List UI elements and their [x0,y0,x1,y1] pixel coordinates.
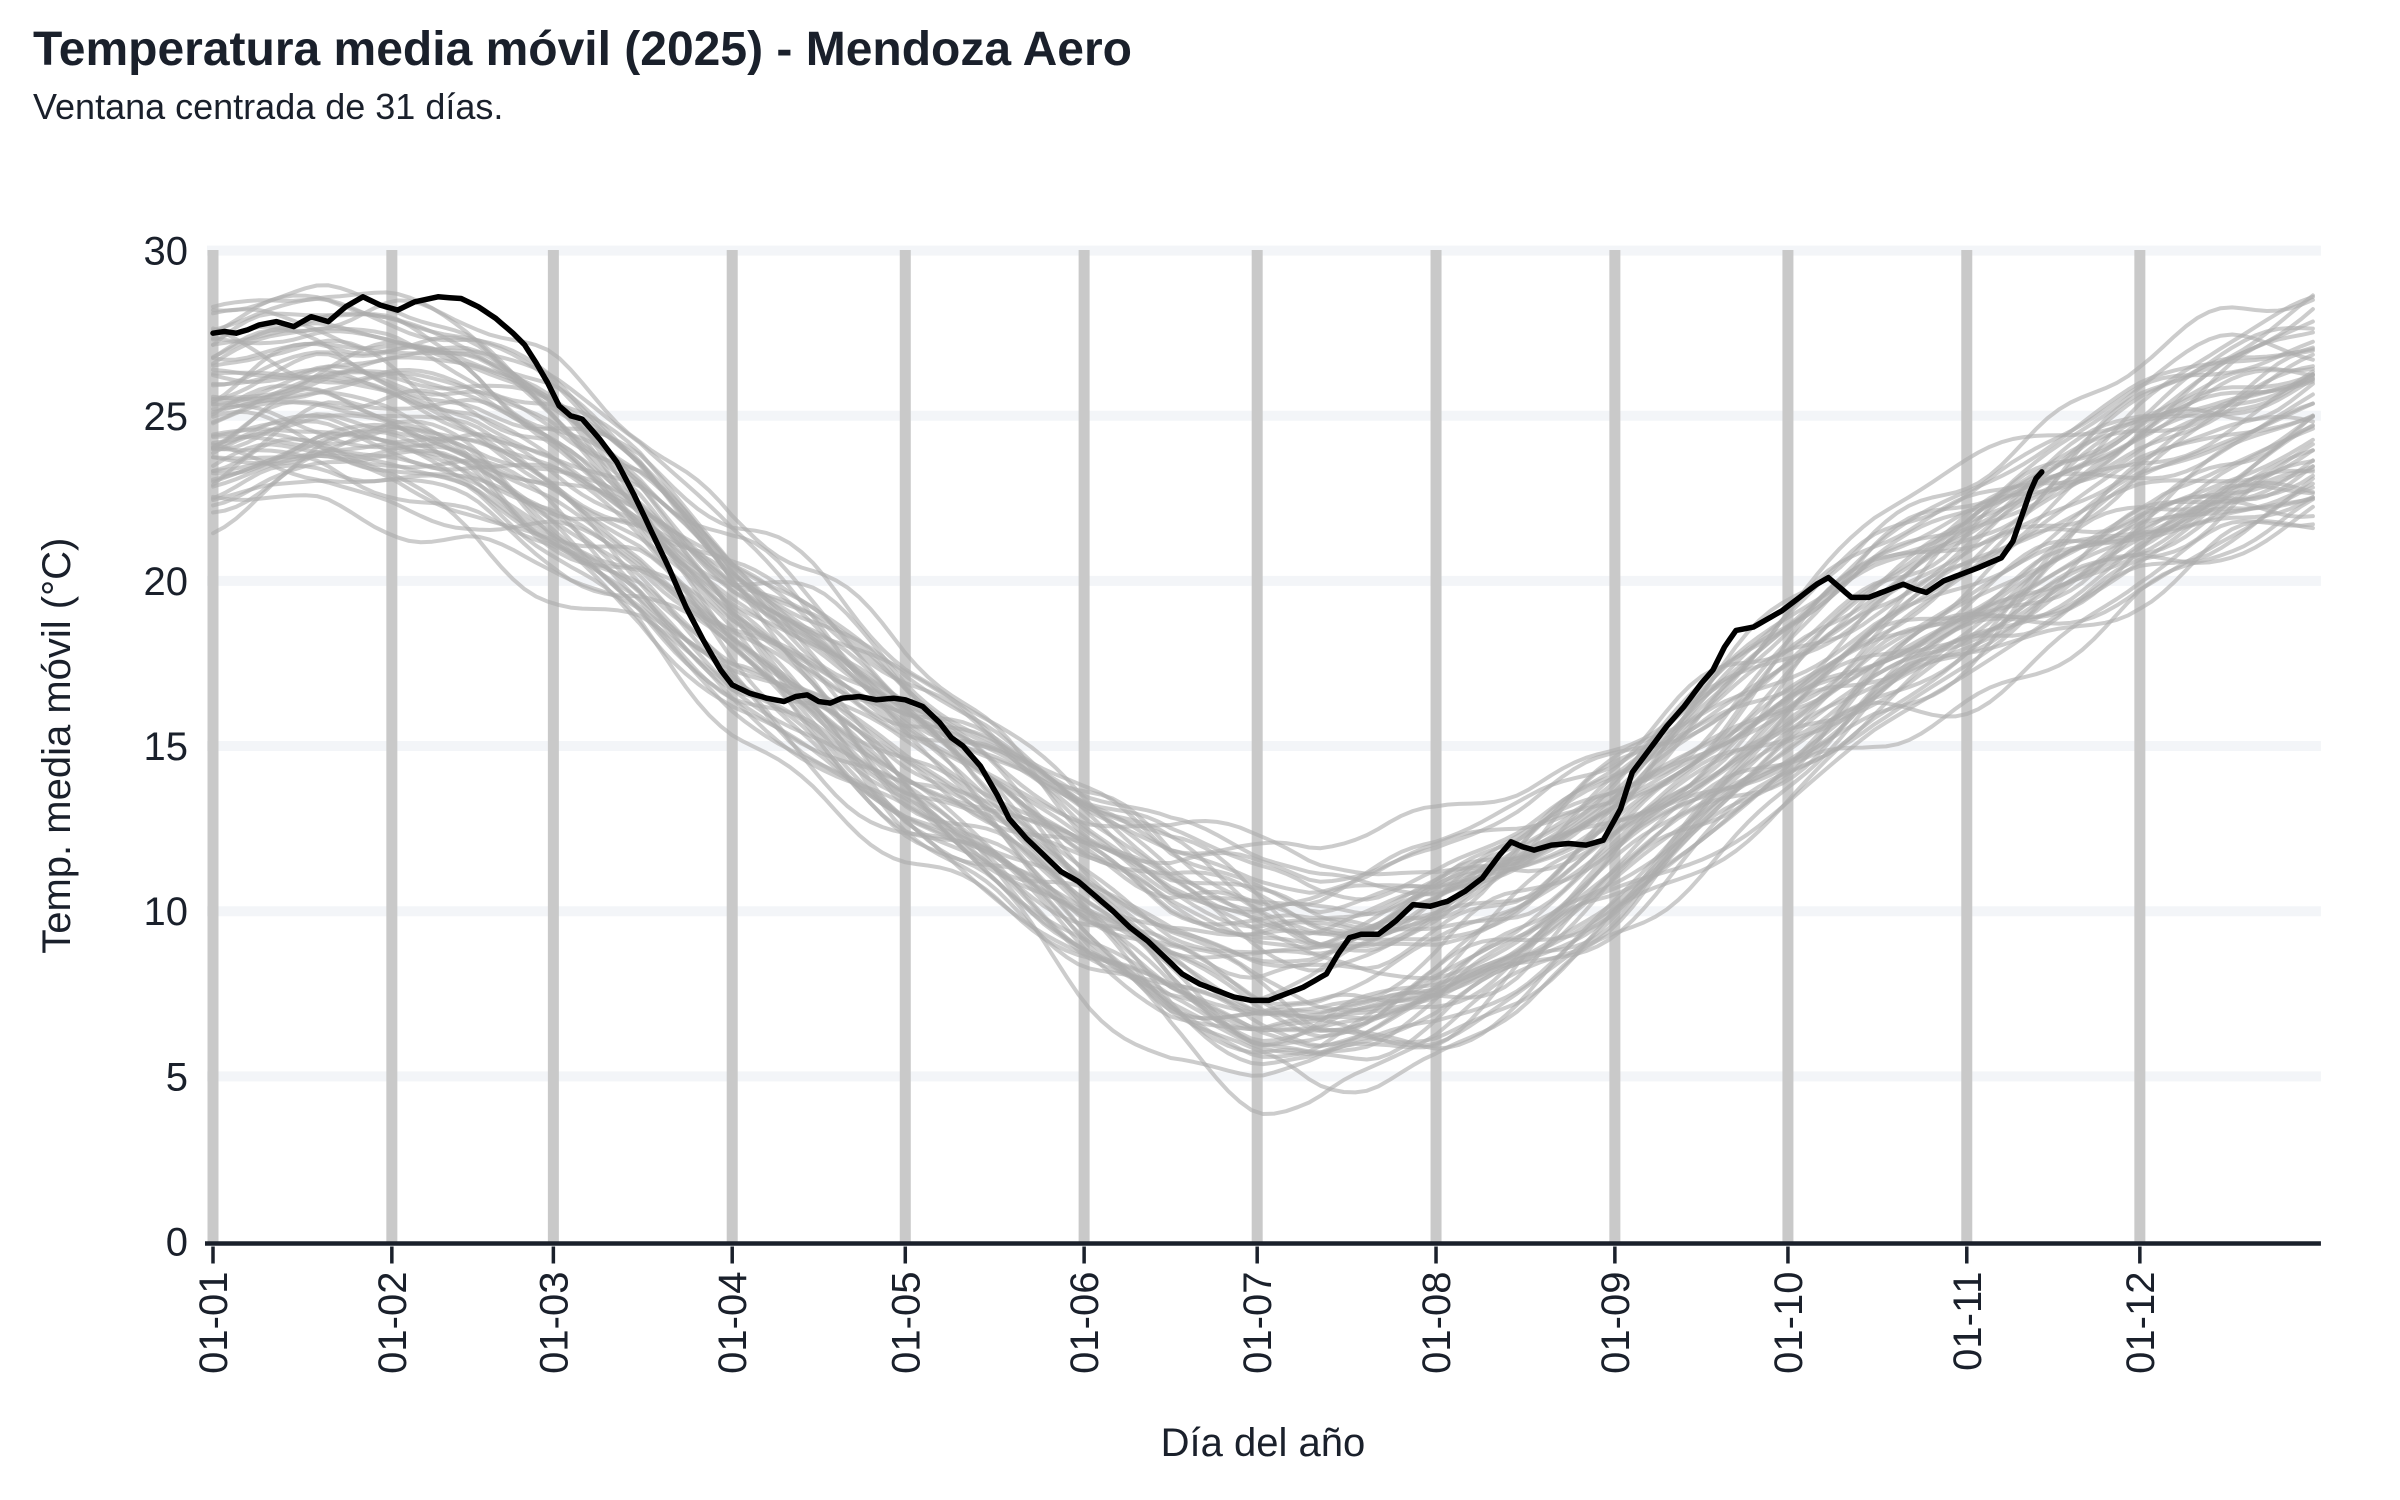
x-tick-label: 01-08 [1415,1272,1459,1374]
historical-line [211,321,2315,877]
y-axis-title: Temp. media móvil (°C) [35,538,79,954]
historical-line [211,429,2315,1051]
historical-line [211,400,2315,949]
historical-line [211,311,2315,897]
y-tick-label: 0 [166,1221,188,1265]
x-tick-labels: 01-01 01-02 01-03 01-04 01-05 01-06 01-07 01-08… [192,1271,2163,1373]
historical-line [211,427,2315,1049]
series-2025-line [210,294,2045,1004]
historical-line [211,493,2315,1095]
chart-subtitle: Ventana centrada de 31 días. [33,86,504,127]
x-tick-label: 01-05 [884,1272,928,1374]
x-tick-label: 01-06 [1063,1272,1107,1374]
historical-line [211,437,2315,1116]
x-axis [205,1241,2321,1264]
chart-title: Temperatura media móvil (2025) - Mendoza… [33,23,1132,76]
historical-line [211,402,2315,1021]
y-tick-label: 15 [144,725,189,769]
historical-line [211,370,2315,964]
y-tick-label: 25 [144,395,189,439]
x-tick-label: 01-10 [1767,1272,1811,1374]
x-tick-label: 01-03 [532,1272,576,1374]
historical-lines [211,283,2315,1116]
x-tick-label: 01-12 [2119,1272,2163,1374]
x-tick-label: 01-01 [192,1272,236,1374]
y-tick-label: 30 [144,230,189,274]
x-tick-label: 01-11 [1946,1271,1990,1370]
historical-line [211,294,2315,884]
x-axis-title: Día del año [1161,1421,1366,1465]
y-tick-label: 10 [144,890,189,934]
x-tick-label: 01-02 [371,1272,415,1374]
x-tick-label: 01-07 [1236,1272,1280,1374]
y-tick-label: 20 [144,560,189,604]
historical-line [211,326,2315,934]
y-tick-labels: 0 5 10 15 20 25 30 [144,230,189,1265]
historical-line [211,419,2315,1032]
historical-line [211,442,2315,1067]
x-tick-label: 01-09 [1594,1272,1638,1374]
x-gridlines [207,250,2146,1242]
historical-line [211,283,2315,856]
y-tick-label: 5 [166,1055,188,1099]
x-tick-label: 01-04 [711,1272,755,1374]
historical-line [211,341,2315,947]
